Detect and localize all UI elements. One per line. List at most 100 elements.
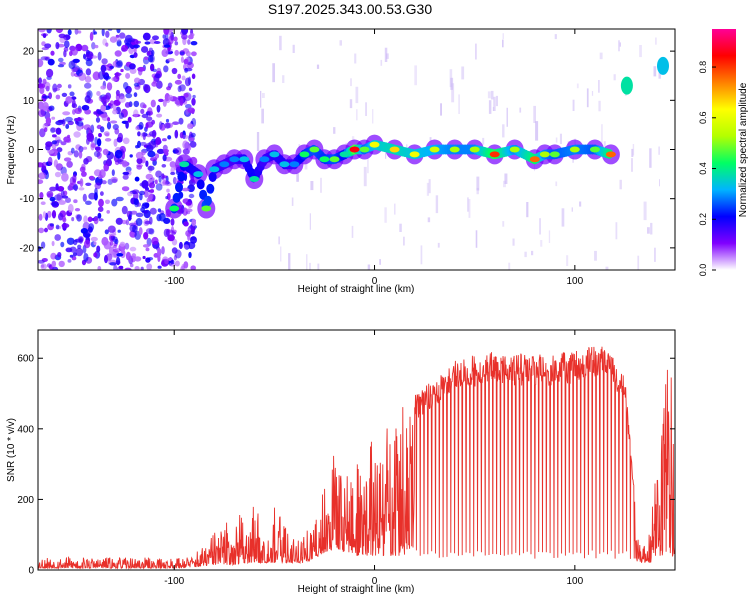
heatmap-noise-cell (51, 140, 58, 145)
x-tick-label: 100 (566, 576, 583, 587)
heatmap-noise-cell (53, 159, 59, 168)
heatmap-noise-cell (56, 139, 62, 143)
heatmap-noise-cell (144, 41, 151, 45)
heatmap-streak (310, 181, 314, 191)
heatmap-streak (291, 197, 294, 206)
heatmap-noise-cell (102, 94, 110, 103)
heatmap-noise-cell (51, 116, 56, 120)
heatmap-streak (309, 262, 311, 270)
heatmap-noise-cell (63, 157, 72, 162)
heatmap-noise-cell (107, 117, 111, 122)
ridge-peak (329, 156, 340, 163)
heatmap-noise-cell (117, 229, 121, 233)
heatmap-noise-cell (167, 135, 172, 140)
heatmap-noise-cell (38, 29, 46, 33)
heatmap-noise-cell (112, 248, 121, 253)
heatmap-noise-cell (105, 30, 110, 38)
heatmap-noise-cell (51, 240, 55, 247)
heatmap-noise-cell (170, 259, 175, 265)
heatmap-noise-cell (49, 196, 56, 202)
heatmap-streak (451, 83, 455, 103)
heatmap-noise-cell (113, 264, 118, 270)
heatmap-noise-cell (145, 122, 149, 130)
heatmap-noise-cell (100, 113, 108, 118)
heatmap-streak (461, 66, 465, 80)
heatmap-streak (429, 137, 432, 142)
heatmap-noise-cell (60, 141, 67, 146)
heatmap-streak (576, 83, 579, 89)
heatmap-noise-cell (144, 56, 149, 61)
heatmap-noise-cell (103, 101, 107, 107)
heatmap-noise-cell (162, 38, 170, 47)
heatmap-noise-cell (100, 104, 106, 112)
heatmap-noise-cell (148, 140, 157, 149)
y-tick-label: 0 (28, 145, 34, 156)
heatmap-noise-cell (136, 165, 142, 170)
heatmap-noise-cell (108, 233, 117, 237)
heatmap-noise-cell (133, 100, 140, 108)
heatmap-noise-cell (133, 52, 138, 58)
heatmap-streak (639, 45, 642, 58)
heatmap-noise-cell (135, 218, 143, 226)
heatmap-noise-cell (115, 93, 120, 101)
heatmap-noise-cell (188, 76, 191, 86)
heatmap-noise-cell (98, 218, 104, 222)
heatmap-noise-cell (155, 80, 163, 89)
heatmap-noise-cell (85, 182, 92, 186)
heatmap-noise-cell (170, 218, 175, 226)
heatmap-noise-cell (129, 63, 136, 70)
snr-y-axis: 0 200 400 600 (17, 354, 675, 577)
heatmap-noise-cell (61, 172, 69, 182)
figure-title: S197.2025.343.00.53.G30 (268, 1, 432, 17)
heatmap-noise-cell (142, 244, 150, 248)
heatmap-noise-cell (78, 151, 83, 159)
heatmap-noise-cell (70, 71, 75, 77)
heatmap-noise-cell (142, 104, 147, 109)
heatmap-noise-cell (113, 36, 122, 42)
heatmap-streak (643, 201, 647, 221)
heatmap-noise-cell (132, 189, 140, 194)
heatmap-noise-cell (184, 67, 193, 72)
heatmap-noise-cell (82, 193, 87, 202)
heatmap-noise-cell (98, 133, 102, 138)
heatmap-noise-cell (69, 50, 73, 57)
ridge-peak (179, 161, 190, 168)
heatmap-noise-cell (145, 173, 153, 180)
heatmap-streak (519, 107, 522, 113)
spectrogram-y-axis: -20 -10 0 10 20 (20, 47, 675, 254)
ridge-peak (319, 156, 330, 163)
heatmap-noise-cell (177, 96, 182, 100)
heatmap-noise-cell (83, 124, 92, 131)
heatmap-noise-cell (154, 179, 158, 185)
heatmap-noise-cell (137, 131, 141, 137)
heatmap-noise-cell (152, 35, 159, 41)
ridge-peak (549, 151, 560, 158)
heatmap-noise-cell (109, 240, 114, 246)
heatmap-streak (476, 176, 480, 191)
heatmap-streak (618, 40, 620, 52)
heatmap-noise-cell (69, 91, 75, 97)
heatmap-noise-cell (45, 141, 53, 148)
heatmap-streak (502, 33, 504, 40)
heatmap-streak (279, 35, 282, 51)
heatmap-noise-cell (100, 191, 104, 197)
heatmap-streak (333, 127, 336, 134)
heatmap-noise-cell (148, 228, 155, 235)
colorbar-tick-label: 0.0 (698, 264, 708, 277)
heatmap-noise-cell (115, 217, 123, 225)
heatmap-noise-cell (112, 104, 117, 112)
heatmap-noise-cell (130, 210, 138, 215)
heatmap-noise-cell (85, 156, 93, 163)
heatmap-noise-cell (178, 117, 184, 125)
heatmap-noise-cell (157, 248, 162, 257)
heatmap-noise-cell (100, 126, 105, 133)
heatmap-noise-cell (55, 29, 64, 34)
heatmap-noise-cell (88, 175, 95, 180)
heatmap-noise-cell (104, 75, 111, 80)
heatmap-noise-cell (76, 214, 82, 222)
heatmap-noise-cell (122, 171, 130, 176)
x-tick-label: 0 (372, 576, 378, 587)
ridge-peak (201, 205, 212, 212)
heatmap-streak (506, 107, 508, 127)
